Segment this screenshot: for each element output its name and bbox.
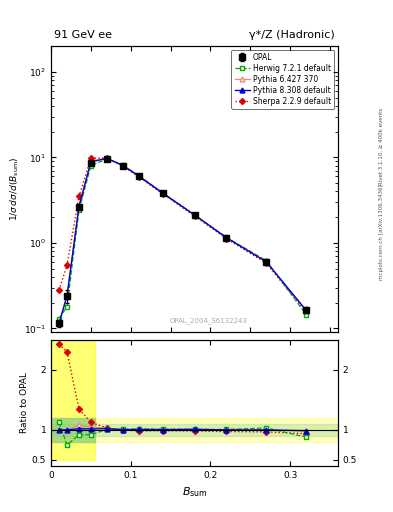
Sherpa 2.2.9 default xyxy=(136,174,141,180)
Herwig 7.2.1 default xyxy=(120,162,125,168)
Text: Rivet 3.1.10, ≥ 400k events: Rivet 3.1.10, ≥ 400k events xyxy=(379,108,384,185)
Pythia 8.308 default xyxy=(105,156,109,162)
Herwig 7.2.1 default xyxy=(160,190,165,196)
Pythia 8.308 default xyxy=(224,234,229,241)
Sherpa 2.2.9 default xyxy=(105,155,109,161)
Text: 91 GeV ee: 91 GeV ee xyxy=(54,30,112,40)
Herwig 7.2.1 default xyxy=(304,311,309,317)
Y-axis label: $1/\sigma\,d\sigma/d(B_\mathrm{sum})$: $1/\sigma\,d\sigma/d(B_\mathrm{sum})$ xyxy=(9,157,21,221)
Sherpa 2.2.9 default xyxy=(304,309,309,315)
Sherpa 2.2.9 default xyxy=(224,236,229,242)
Pythia 6.427 370 xyxy=(160,190,165,196)
Pythia 8.308 default xyxy=(65,293,70,299)
Herwig 7.2.1 default xyxy=(88,162,93,168)
X-axis label: $B_\mathrm{sum}$: $B_\mathrm{sum}$ xyxy=(182,485,208,499)
Pythia 8.308 default xyxy=(304,307,309,313)
Pythia 6.427 370 xyxy=(136,173,141,179)
Line: Herwig 7.2.1 default: Herwig 7.2.1 default xyxy=(57,157,309,321)
Pythia 6.427 370 xyxy=(105,155,109,161)
Sherpa 2.2.9 default xyxy=(192,213,197,219)
Herwig 7.2.1 default xyxy=(224,234,229,241)
Text: OPAL_2004_S6132243: OPAL_2004_S6132243 xyxy=(170,317,248,324)
Herwig 7.2.1 default xyxy=(192,212,197,218)
Pythia 6.427 370 xyxy=(192,212,197,218)
Sherpa 2.2.9 default xyxy=(77,193,81,199)
Pythia 6.427 370 xyxy=(77,202,81,208)
Herwig 7.2.1 default xyxy=(105,156,109,162)
Pythia 6.427 370 xyxy=(304,307,309,313)
Sherpa 2.2.9 default xyxy=(120,162,125,168)
Pythia 6.427 370 xyxy=(120,162,125,168)
Sherpa 2.2.9 default xyxy=(88,155,93,161)
Pythia 8.308 default xyxy=(192,212,197,218)
Line: Pythia 8.308 default: Pythia 8.308 default xyxy=(57,156,309,326)
Pythia 8.308 default xyxy=(264,259,269,265)
Text: mcplots.cern.ch [arXiv:1306.3436]: mcplots.cern.ch [arXiv:1306.3436] xyxy=(379,184,384,280)
Herwig 7.2.1 default xyxy=(264,258,269,264)
Herwig 7.2.1 default xyxy=(136,173,141,179)
Herwig 7.2.1 default xyxy=(65,304,70,310)
Pythia 8.308 default xyxy=(136,173,141,179)
Pythia 6.427 370 xyxy=(88,158,93,164)
Line: Pythia 6.427 370: Pythia 6.427 370 xyxy=(57,156,309,326)
Pythia 8.308 default xyxy=(120,162,125,168)
Bar xyxy=(51,418,338,442)
Pythia 6.427 370 xyxy=(264,259,269,265)
Pythia 8.308 default xyxy=(77,204,81,210)
Pythia 8.308 default xyxy=(57,320,61,326)
Sherpa 2.2.9 default xyxy=(160,190,165,197)
Herwig 7.2.1 default xyxy=(57,315,61,322)
Herwig 7.2.1 default xyxy=(77,207,81,214)
Pythia 8.308 default xyxy=(88,159,93,165)
Sherpa 2.2.9 default xyxy=(264,260,269,266)
Bar xyxy=(51,424,338,436)
Legend: OPAL, Herwig 7.2.1 default, Pythia 6.427 370, Pythia 8.308 default, Sherpa 2.2.9: OPAL, Herwig 7.2.1 default, Pythia 6.427… xyxy=(231,50,334,109)
Line: Sherpa 2.2.9 default: Sherpa 2.2.9 default xyxy=(57,156,308,314)
Pythia 6.427 370 xyxy=(65,293,70,299)
Pythia 6.427 370 xyxy=(224,234,229,241)
Text: γ*/Z (Hadronic): γ*/Z (Hadronic) xyxy=(250,30,335,40)
Sherpa 2.2.9 default xyxy=(57,287,61,293)
Sherpa 2.2.9 default xyxy=(65,262,70,268)
Pythia 8.308 default xyxy=(160,190,165,196)
Y-axis label: Ratio to OPAL: Ratio to OPAL xyxy=(20,372,29,434)
Pythia 6.427 370 xyxy=(57,320,61,326)
